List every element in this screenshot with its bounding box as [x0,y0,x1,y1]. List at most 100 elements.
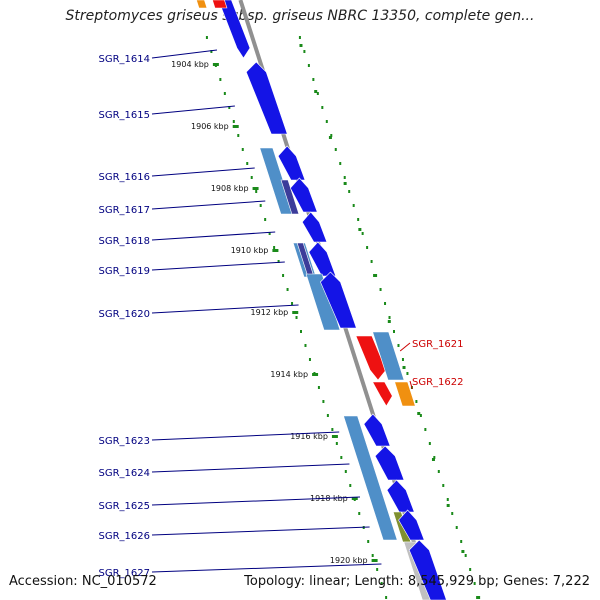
scale-dot-right [393,330,395,333]
scale-tick-right [476,596,480,599]
scale-dots [205,36,481,599]
scale-dot-left [358,512,361,515]
gene-block[interactable] [280,179,300,215]
gene-block[interactable] [394,381,416,407]
scale-dot-left [273,246,276,249]
scale-dot-right [307,64,310,67]
scale-dot-right [388,316,391,319]
kbp-tick [212,63,219,66]
topology-value: linear [309,574,346,589]
leader-line [399,342,411,352]
gene-block[interactable] [196,0,208,9]
scale-dot-right [437,470,440,473]
gene-labels: SGR_1614 SGR_1615 SGR_1616 SGR_1617 SGR_1618… [99,49,464,579]
gene-block[interactable] [245,61,288,135]
leader-line [151,563,382,573]
scale-dot-left [380,582,383,585]
gene-block[interactable] [355,335,387,381]
leader-line [151,496,361,506]
scale-dot-left [326,414,329,417]
kbp-tick [232,125,239,128]
gene-block[interactable] [398,509,425,541]
scale-dot-right [469,568,472,571]
kbp-tick-label: 1912 kbp [251,308,289,317]
gene-label-left[interactable]: SGR_1616 [99,172,151,183]
gene-label-left[interactable]: SGR_1617 [99,205,151,216]
scale-dot-right [455,526,458,529]
scale-dot-right [366,246,369,249]
gene-block[interactable] [372,381,393,407]
scale-dot-left [277,260,280,263]
leader-line [151,261,285,271]
gene-label-left[interactable]: SGR_1624 [99,468,151,479]
scale-dot-right [397,344,400,347]
kbp-tick [252,187,259,190]
kbp-tick-label: 1904 kbp [171,60,209,69]
leader-line [151,49,218,59]
scale-dot-left [340,456,343,459]
gene-blocks [196,0,447,600]
scale-tick-right [446,504,450,507]
gene-block[interactable] [218,0,251,59]
scale-dot-right [401,358,404,361]
scale-dot-left [385,596,388,599]
scale-dot-right [330,134,333,137]
kbp-tick [272,249,279,252]
leader-line [151,463,350,473]
gene-label-right[interactable]: SGR_1622 [412,377,464,388]
scale-tick-right [328,136,332,139]
gene-label-left[interactable]: SGR_1626 [99,531,151,542]
scale-dot-right [334,148,337,151]
scale-dot-right [384,302,387,305]
gene-block[interactable] [386,479,415,513]
gene-block[interactable] [343,415,398,541]
gene-label-left[interactable]: SGR_1619 [99,266,151,277]
scale-dot-left [335,442,338,445]
gene-label-left[interactable]: SGR_1614 [99,54,151,65]
genes-value: 7,222 [552,574,590,589]
gene-block[interactable] [372,331,405,381]
gene-block[interactable] [408,539,447,600]
length-label: Length: [354,574,404,589]
scale-dot-left [246,162,249,165]
scale-dot-left [308,358,311,361]
scale-tick-right [358,228,362,231]
gene-label-left[interactable]: SGR_1615 [99,110,151,121]
scale-dot-right [473,582,476,585]
scale-tick-right [402,366,406,369]
gene-label-right[interactable]: SGR_1621 [412,339,464,350]
gene-block[interactable] [212,0,228,9]
gene-block[interactable] [320,271,357,329]
scale-dot-left [282,274,285,277]
scale-dot-left [228,106,231,109]
kbp-tick [292,311,299,314]
scale-dot-left [376,568,379,571]
scale-dot-right [325,120,328,123]
scale-dot-right [298,36,301,39]
scale-dot-right [348,190,351,193]
scale-dot-right [419,414,422,417]
scale-dot-right [451,512,454,515]
gene-label-left[interactable]: SGR_1627 [99,568,151,579]
gene-block[interactable] [305,273,341,331]
gene-block[interactable] [277,145,306,181]
gene-block[interactable] [363,413,391,447]
gene-block[interactable] [374,445,405,481]
leader-line [151,526,370,536]
scale-dot-right [379,288,382,291]
gene-label-left[interactable]: SGR_1618 [99,236,151,247]
gene-block[interactable] [289,177,318,213]
gene-label-left[interactable]: SGR_1623 [99,436,151,447]
scale-tick-right [461,550,465,553]
kbp-tick [371,559,378,562]
scale-dot-left [286,288,289,291]
gene-block[interactable] [301,211,328,243]
scale-dot-right [415,400,418,403]
leader-line [151,231,276,241]
scale-dot-left [210,50,213,53]
gene-label-left[interactable]: SGR_1620 [99,309,151,320]
gene-label-left[interactable]: SGR_1625 [99,501,151,512]
scale-dot-left [344,470,347,473]
kbp-tick-label: 1906 kbp [191,122,229,131]
